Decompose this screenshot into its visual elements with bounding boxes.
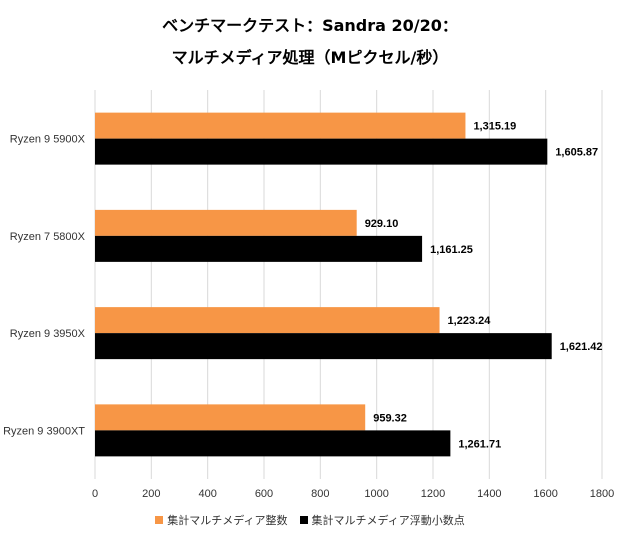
x-tick-label: 0	[92, 488, 98, 500]
legend-item: 集計マルチメディア浮動小数点	[299, 512, 465, 528]
x-tick-label: 800	[311, 488, 329, 500]
data-label: 1,161.25	[430, 244, 473, 256]
legend-label: 集計マルチメディア浮動小数点	[311, 514, 465, 527]
x-tick-label: 1200	[421, 488, 445, 500]
bar	[95, 209, 357, 236]
x-tick-label: 1000	[364, 488, 388, 500]
data-label: 1,261.71	[458, 438, 501, 450]
x-tick-label: 600	[255, 488, 273, 500]
chart-title: ベンチマークテスト：Sandra 20/20：	[162, 16, 458, 35]
category-label: Ryzen 9 5900X	[10, 134, 86, 146]
bar	[95, 138, 548, 165]
chart-legend: 集計マルチメディア整数 集計マルチメディア浮動小数点	[0, 512, 620, 528]
bar	[95, 333, 552, 360]
category-label: Ryzen 7 5800X	[10, 231, 86, 243]
data-label: 1,223.24	[448, 315, 492, 327]
category-label: Ryzen 9 3900XT	[3, 425, 85, 437]
legend-swatch	[299, 516, 308, 524]
bar	[95, 112, 466, 139]
data-label: 1,605.87	[555, 147, 598, 159]
legend-label: 集計マルチメディア整数	[167, 514, 288, 527]
chart-subtitle: マルチメディア処理（Mピクセル/秒）	[171, 48, 449, 67]
data-label: 1,621.42	[560, 341, 603, 353]
x-tick-label: 1400	[477, 488, 501, 500]
bar	[95, 307, 440, 334]
data-label: 959.32	[373, 412, 407, 424]
bar	[95, 235, 423, 262]
bar	[95, 404, 366, 431]
x-tick-label: 1600	[533, 488, 557, 500]
legend-swatch	[155, 516, 164, 524]
legend-item: 集計マルチメディア整数	[155, 512, 288, 528]
x-tick-label: 200	[142, 488, 160, 500]
category-label: Ryzen 9 3950X	[10, 328, 86, 340]
data-label: 929.10	[365, 218, 399, 230]
x-tick-label: 1800	[590, 488, 614, 500]
bar	[95, 430, 451, 457]
data-label: 1,315.19	[473, 121, 516, 133]
x-tick-label: 400	[198, 488, 216, 500]
